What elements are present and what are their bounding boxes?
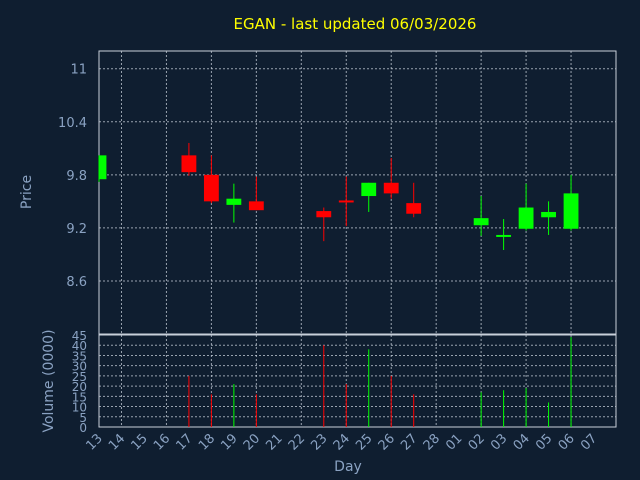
volume-tick-label: 45 <box>72 329 87 343</box>
x-tick-label: 02 <box>466 431 488 453</box>
x-tick-label: 16 <box>151 431 173 453</box>
price-tick-label: 10.4 <box>58 116 87 131</box>
x-tick-label: 19 <box>218 431 240 453</box>
volume-tick-label: 10 <box>72 401 87 415</box>
price-tick-label: 11 <box>70 63 87 78</box>
x-tick-label: 27 <box>398 431 420 453</box>
volume-tick-label: 0 <box>79 421 87 435</box>
volume-tick-label: 25 <box>72 370 87 384</box>
x-tick-label: 04 <box>511 431 533 453</box>
price-tick-label: 8.6 <box>66 275 87 290</box>
price-tick-label: 9.2 <box>66 222 87 237</box>
x-tick-label: 20 <box>241 431 263 453</box>
candle-body <box>541 211 556 218</box>
x-axis-label: Day <box>334 459 362 475</box>
x-tick-labels: 13 14 15 16 17 18 19 20 21 22 23 24 25 26 27 28 01 02 03 04… <box>84 431 601 453</box>
candle-body <box>406 203 422 214</box>
x-tick-label: 17 <box>173 431 195 453</box>
candle-body <box>248 201 264 211</box>
x-tick-label: 18 <box>196 431 218 453</box>
volume-tick-label: 40 <box>72 339 87 353</box>
candle-body <box>496 234 512 237</box>
candle-body <box>99 155 107 180</box>
x-tick-label: 03 <box>488 431 510 453</box>
volume-tick-label: 15 <box>72 390 87 404</box>
x-tick-label: 24 <box>331 431 353 453</box>
price-tick-label: 9.8 <box>66 169 87 184</box>
volume-tick-label: 5 <box>79 411 87 425</box>
price-tick-labels: 11 10.4 9.8 9.2 8.6 <box>58 63 87 290</box>
price-grid <box>99 51 616 334</box>
x-tick-label: 15 <box>128 431 150 453</box>
candle-body <box>563 193 579 229</box>
candle-body <box>203 174 219 202</box>
x-tick-label: 23 <box>308 431 330 453</box>
x-tick-label: 22 <box>286 431 308 453</box>
volume-bars <box>188 337 572 427</box>
price-axis-label: Price <box>19 175 35 209</box>
chart-title: EGAN - last updated 06/03/2026 <box>234 15 477 33</box>
candle-body <box>518 207 534 229</box>
volume-axis-label: Volume (0000) <box>41 329 57 432</box>
candle-body <box>226 198 242 205</box>
volume-tick-label: 35 <box>72 349 87 363</box>
candle-body <box>338 200 354 203</box>
x-tick-label: 25 <box>353 431 375 453</box>
x-tick-label: 06 <box>556 431 578 453</box>
price-plot-frame <box>98 50 617 335</box>
candlesticks <box>98 142 579 250</box>
volume-grid <box>99 335 616 427</box>
volume-plot-frame <box>98 334 617 428</box>
candle-body <box>383 182 399 194</box>
volume-tick-label: 20 <box>72 380 87 394</box>
candle-body <box>361 182 377 197</box>
x-tick-label: 28 <box>421 431 443 453</box>
x-tick-label: 14 <box>106 431 128 453</box>
x-tick-label: 05 <box>533 431 555 453</box>
candle-body <box>316 211 332 218</box>
x-tick-label: 21 <box>263 431 285 453</box>
candle-body <box>181 155 197 173</box>
x-tick-label: 26 <box>376 431 398 453</box>
candle-body <box>473 218 489 226</box>
x-tick-label: 01 <box>443 431 465 453</box>
volume-tick-label: 30 <box>72 360 87 374</box>
x-tick-label: 07 <box>578 431 600 453</box>
